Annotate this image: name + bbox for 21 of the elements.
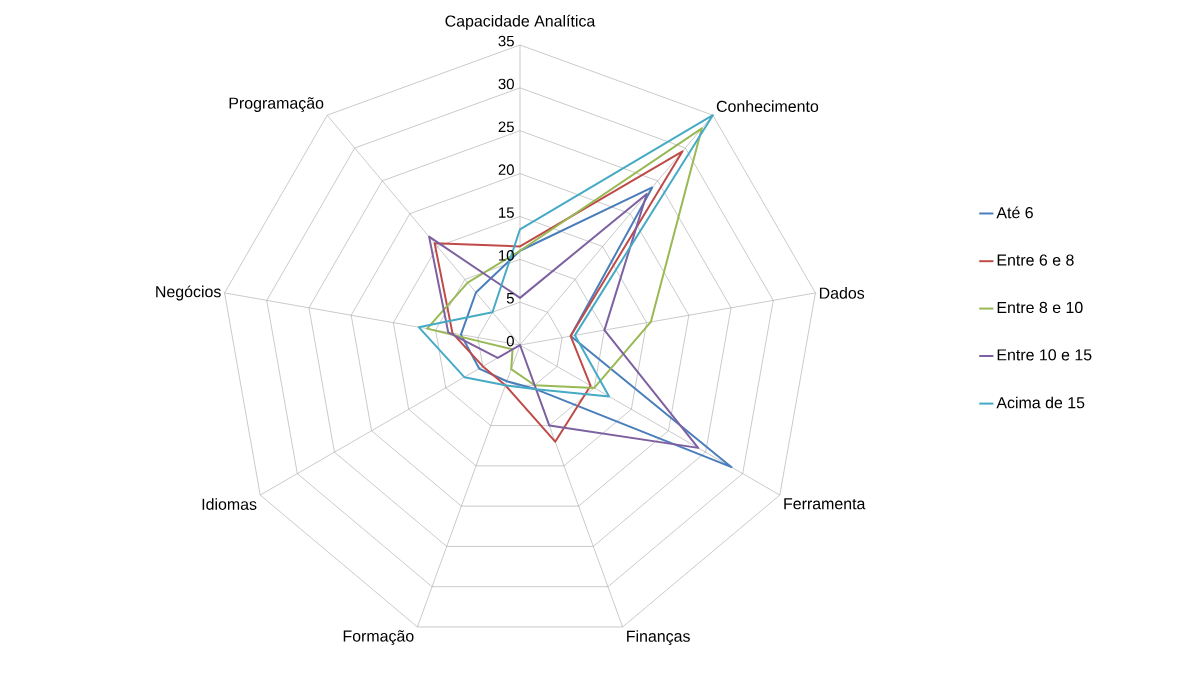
legend-label: Acima de 15 — [996, 396, 1085, 409]
spoke-label: Finanças — [627, 630, 690, 646]
y-tick-label: 5 — [506, 293, 514, 304]
spoke-label: Formação — [343, 630, 414, 645]
spoke-label: Idiomas — [202, 498, 257, 510]
y-tick-label: 25 — [498, 121, 514, 133]
legend-label: Até 6 — [996, 206, 1033, 219]
legend-label: Entre 8 e 10 — [997, 301, 1083, 314]
y-tick-label: 15 — [499, 207, 514, 218]
spoke-label: Capacidade Analítica — [445, 14, 596, 30]
spoke-label: Dados — [819, 287, 865, 299]
spoke-label: Programação — [229, 97, 324, 112]
spoke-label: Conhecimento — [716, 100, 819, 112]
y-tick-label: 30 — [498, 78, 514, 90]
y-tick-label: 20 — [498, 164, 514, 175]
y-tick-label: 35 — [498, 35, 514, 47]
legend-label: Entre 10 e 15 — [997, 349, 1092, 361]
spoke-label: Negócios — [156, 285, 221, 301]
legend-label: Entre 6 e 8 — [997, 254, 1074, 266]
y-tick-label: 0 — [506, 335, 514, 347]
spoke-label: Ferramenta — [784, 498, 866, 510]
